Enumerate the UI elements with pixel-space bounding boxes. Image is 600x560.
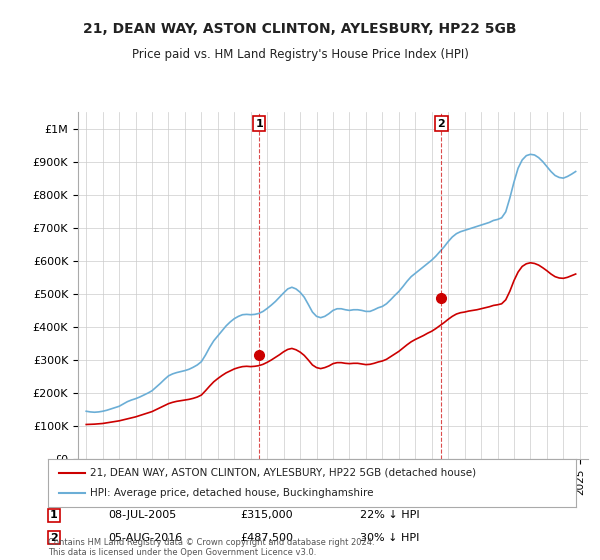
Text: 21, DEAN WAY, ASTON CLINTON, AYLESBURY, HP22 5GB: 21, DEAN WAY, ASTON CLINTON, AYLESBURY, … <box>83 22 517 36</box>
Text: 2: 2 <box>50 533 58 543</box>
Text: 08-JUL-2005: 08-JUL-2005 <box>108 510 176 520</box>
Text: 1: 1 <box>256 119 263 129</box>
Text: 1: 1 <box>50 510 58 520</box>
Text: 05-AUG-2016: 05-AUG-2016 <box>108 533 182 543</box>
Text: £487,500: £487,500 <box>240 533 293 543</box>
Text: 21, DEAN WAY, ASTON CLINTON, AYLESBURY, HP22 5GB (detached house): 21, DEAN WAY, ASTON CLINTON, AYLESBURY, … <box>90 468 476 478</box>
Text: Price paid vs. HM Land Registry's House Price Index (HPI): Price paid vs. HM Land Registry's House … <box>131 48 469 60</box>
Text: 22% ↓ HPI: 22% ↓ HPI <box>360 510 419 520</box>
Text: HPI: Average price, detached house, Buckinghamshire: HPI: Average price, detached house, Buck… <box>90 488 374 498</box>
Text: £315,000: £315,000 <box>240 510 293 520</box>
Text: Contains HM Land Registry data © Crown copyright and database right 2024.
This d: Contains HM Land Registry data © Crown c… <box>48 538 374 557</box>
Text: 2: 2 <box>437 119 445 129</box>
Text: 30% ↓ HPI: 30% ↓ HPI <box>360 533 419 543</box>
